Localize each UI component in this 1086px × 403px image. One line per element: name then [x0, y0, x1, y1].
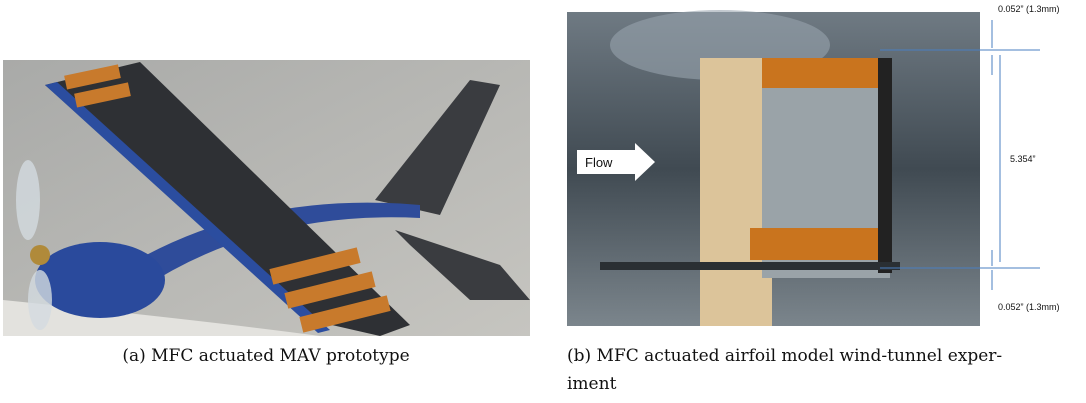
- bottom-gap: 0.052” (1.3mm): [998, 302, 1060, 312]
- flow-label: Flow: [585, 155, 613, 170]
- caption-b: iment: [567, 374, 617, 394]
- figure: Flow 0.052” (1.3mm) 5.354” 0.052” (1.3mm…: [0, 0, 1086, 398]
- photo-wind-tunnel: Flow 0.052” (1.3mm) 5.354” 0.052” (1.3mm…: [567, 4, 1060, 326]
- photo-mav: [3, 60, 530, 336]
- top-gap: 0.052” (1.3mm): [998, 4, 1060, 14]
- caption-b: (b) MFC actuated airfoil model wind-tunn…: [567, 346, 1002, 366]
- span-dimension: 5.354”: [1010, 154, 1036, 164]
- caption-a: (a) MFC actuated MAV prototype: [122, 346, 409, 366]
